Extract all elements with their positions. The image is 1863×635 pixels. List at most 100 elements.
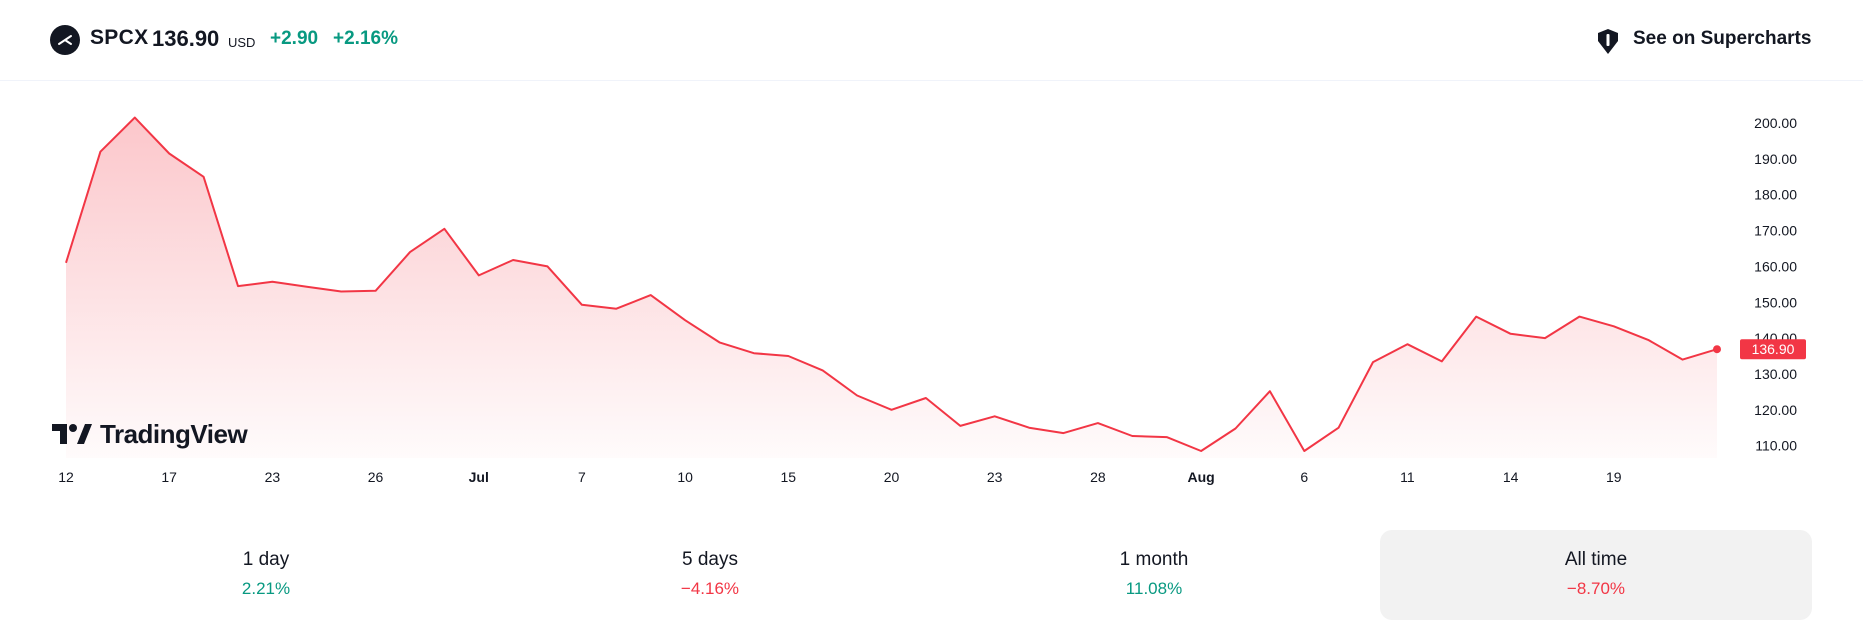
period-change: −4.16% — [680, 579, 740, 598]
y-tick-label: 180.00 — [1754, 187, 1797, 203]
price-point — [338, 289, 344, 295]
y-tick-label: 190.00 — [1754, 151, 1797, 167]
price-point — [1164, 434, 1170, 440]
last-price-dot — [1713, 345, 1721, 354]
price-point — [1095, 420, 1101, 426]
price-point — [648, 292, 654, 298]
price-point — [854, 392, 860, 398]
period-label: 1 month — [1119, 549, 1189, 570]
period-5-days[interactable]: 5 days −4.16% — [494, 530, 926, 620]
price-point — [1508, 331, 1514, 337]
x-tick-label: 26 — [368, 469, 384, 485]
y-tick-label: 130.00 — [1754, 366, 1797, 382]
price-point — [545, 263, 551, 269]
period-change: 2.21% — [241, 579, 291, 598]
price-point — [751, 350, 757, 356]
period-all-time[interactable]: All time −8.70% — [1380, 530, 1812, 620]
price-point — [717, 339, 723, 345]
x-tick-label: 23 — [265, 469, 281, 485]
y-tick-label: 120.00 — [1754, 402, 1797, 418]
y-tick-label: 150.00 — [1754, 294, 1797, 310]
price-point — [992, 413, 998, 419]
price-point — [166, 150, 172, 156]
price-point — [923, 395, 929, 401]
last-price: 136.90 — [152, 26, 220, 51]
period-1-day[interactable]: 1 day 2.21% — [50, 530, 482, 620]
x-tick-label: 17 — [161, 469, 177, 485]
x-tick-label: 10 — [677, 469, 693, 485]
period-label: All time — [1564, 549, 1628, 570]
price-point — [1060, 430, 1066, 436]
y-tick-label: 160.00 — [1754, 258, 1797, 274]
ticker-symbol: SPCX — [90, 26, 149, 49]
price-point — [1473, 314, 1479, 320]
price-point — [269, 279, 275, 285]
price-point — [1439, 358, 1445, 364]
price-point — [1370, 359, 1376, 365]
x-tick-label: 14 — [1503, 469, 1519, 485]
price-point — [201, 174, 207, 180]
last-price-badge — [1740, 339, 1806, 360]
price-point — [1645, 337, 1651, 343]
price-change-percent: +2.16% — [333, 28, 398, 49]
price-point — [407, 249, 413, 255]
price-point — [579, 302, 585, 308]
price-point — [820, 367, 826, 373]
x-tick-label: 15 — [781, 469, 797, 485]
price-point — [373, 288, 379, 294]
price-point — [510, 257, 516, 263]
currency-label: USD — [228, 35, 256, 50]
price-point — [1026, 425, 1032, 431]
y-tick-label: 200.00 — [1754, 115, 1797, 131]
price-point — [1611, 323, 1617, 329]
x-tick-label: 11 — [1400, 469, 1415, 485]
x-tick-label: 19 — [1606, 469, 1622, 485]
tradingview-watermark: TradingView — [52, 418, 248, 450]
price-point — [476, 272, 482, 278]
price-point — [304, 284, 310, 290]
x-tick-label: 23 — [987, 469, 1003, 485]
x-tick-label: 7 — [578, 469, 586, 485]
price-point — [235, 283, 241, 289]
price-point — [1576, 314, 1582, 320]
last-price-badge-label: 136.90 — [1752, 341, 1795, 357]
price-point — [613, 306, 619, 312]
price-point — [1336, 425, 1342, 431]
tradingview-wordmark: TradingView — [100, 418, 248, 449]
price-area-fill — [66, 117, 1717, 458]
price-point — [1198, 448, 1204, 454]
y-tick-label: 110.00 — [1755, 438, 1797, 454]
x-tick-label: 28 — [1090, 469, 1106, 485]
tradingview-logo-icon — [52, 424, 92, 444]
period-change: 11.08% — [1125, 579, 1183, 598]
price-point — [682, 317, 688, 323]
price-chart[interactable]: 110.00120.00130.00140.00150.00160.00170.… — [0, 80, 1863, 500]
price-point — [132, 115, 138, 121]
price-point — [1542, 335, 1548, 341]
x-tick-label: Aug — [1187, 469, 1214, 485]
price-point — [63, 260, 69, 266]
spcx-logo — [50, 25, 80, 55]
price-point — [889, 407, 895, 413]
price-point — [1267, 388, 1273, 394]
price-point — [1404, 341, 1410, 347]
symbol-header: SPCX 136.90 USD +2.90 +2.16% See on Supe… — [0, 0, 1863, 81]
price-point — [1232, 425, 1238, 431]
price-point — [1680, 357, 1686, 363]
price-series-line — [65, 116, 1718, 452]
x-tick-label: Jul — [469, 469, 489, 485]
price-point — [957, 423, 963, 429]
price-point — [1129, 433, 1135, 439]
price-point — [1301, 448, 1307, 454]
price-change: +2.90 — [270, 28, 319, 49]
see-on-supercharts-link[interactable]: See on Supercharts — [1633, 28, 1812, 49]
price-point — [441, 226, 447, 232]
supercharts-icon[interactable] — [1593, 26, 1623, 56]
period-1-month[interactable]: 1 month 11.08% — [938, 530, 1370, 620]
y-tick-label: 170.00 — [1754, 223, 1797, 239]
period-label: 5 days — [682, 549, 738, 570]
period-label: 1 day — [242, 549, 290, 570]
price-point — [97, 149, 103, 155]
x-tick-label: 20 — [884, 469, 900, 485]
period-change: −8.70% — [1566, 579, 1626, 598]
